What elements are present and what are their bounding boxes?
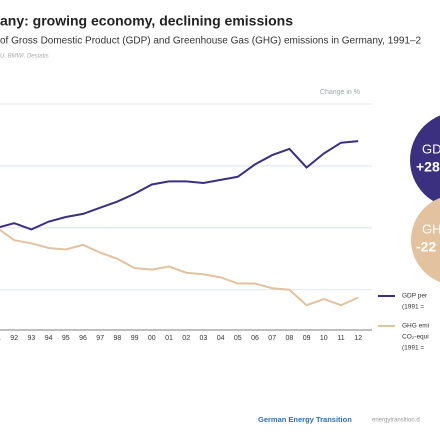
chart-title: any: growing economy, declining emission…	[0, 13, 293, 29]
x-tick-label: 05	[234, 335, 242, 342]
x-tick-label: 96	[79, 335, 87, 342]
x-tick-label: 08	[286, 335, 294, 342]
x-tick-label: 07	[268, 335, 276, 342]
x-tick-label: 91	[0, 335, 1, 342]
legend-label: GDP per	[402, 293, 428, 300]
chart-subtitle: of Gross Domestic Product (GDP) and Gree…	[0, 36, 422, 47]
legend-label: CO₂-equi	[402, 334, 429, 341]
x-tick-label: 04	[217, 335, 225, 342]
badge	[410, 115, 440, 205]
source: U, BMWi, Destatis	[0, 54, 49, 60]
badge-label: GH	[422, 221, 440, 236]
badge-value: +28	[416, 159, 440, 175]
x-tick-label: 97	[96, 335, 104, 342]
badge-label: GD	[422, 141, 440, 156]
x-tick-label: 10	[320, 335, 328, 342]
x-tick-label: 94	[45, 335, 53, 342]
x-tick-label: 03	[200, 335, 208, 342]
line	[0, 140, 359, 231]
legend-label: GHG emi	[402, 323, 429, 330]
badge	[411, 197, 440, 283]
x-tick-label: 93	[28, 335, 36, 342]
line	[0, 228, 359, 307]
x-tick-label: 12	[354, 335, 362, 342]
footer: German Energy Transition	[258, 415, 352, 424]
footer-url: energytransition.d	[372, 418, 420, 424]
x-tick-label: 09	[303, 335, 311, 342]
x-tick-label: 98	[114, 335, 122, 342]
x-tick-label: 11	[337, 335, 344, 342]
x-tick-label: 95	[62, 335, 70, 342]
badge-value: -22	[416, 239, 436, 255]
x-tick-label: 01	[165, 335, 173, 342]
x-tick-label: 02	[182, 335, 190, 342]
x-tick-label: 00	[148, 335, 156, 342]
y-axis-label: Change in %	[320, 89, 360, 96]
x-tick-label: 99	[131, 335, 139, 342]
legend-label: (1991 =	[402, 345, 424, 352]
legend-label: (1991 =	[402, 304, 424, 311]
x-tick-label: 06	[251, 335, 259, 342]
x-tick-label: 92	[10, 335, 18, 342]
